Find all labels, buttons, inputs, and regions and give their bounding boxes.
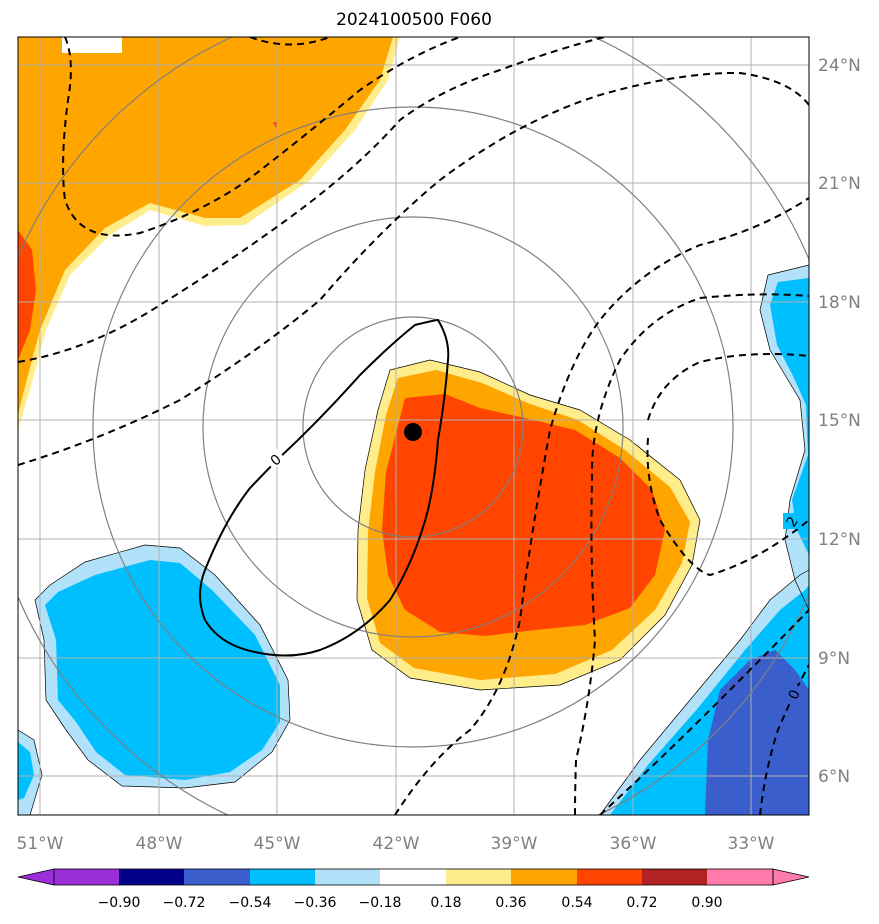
colorbar-swatch (315, 869, 380, 885)
colorbar: −0.90 −0.72 −0.54 −0.36 −0.18 0.18 0.36 … (17, 868, 810, 911)
colorbar-swatch (54, 869, 119, 885)
colorbar-tick: −0.36 (294, 895, 337, 911)
lon-label: 36°W (610, 834, 657, 854)
colorbar-tick: 0.90 (691, 895, 722, 911)
dashed-contours (18, 37, 809, 815)
colorbar-tick: 0.18 (430, 895, 461, 911)
colorbar-swatch (119, 869, 184, 885)
colorbar-extend-low (17, 868, 55, 886)
map-frame (17, 36, 810, 816)
outline-contours (18, 264, 809, 815)
colorbar-swatch (380, 869, 446, 885)
lat-label: 12°N (818, 530, 861, 550)
colorbar-tick: −0.54 (229, 895, 272, 911)
colorbar-tick: −0.18 (359, 895, 402, 911)
colorbar-swatch (184, 869, 250, 885)
lon-label: 51°W (17, 834, 64, 854)
longitude-labels: 51°W 48°W 45°W 42°W 39°W 36°W 33°W (17, 834, 775, 854)
range-rings (18, 37, 809, 815)
colorbar-swatch (707, 869, 773, 885)
colorbar-swatch (250, 869, 315, 885)
lat-label: 6°N (818, 767, 850, 787)
colorbar-tick: 0.54 (561, 895, 592, 911)
storm-center-marker (404, 423, 422, 441)
colorbar-extend-high (772, 868, 810, 886)
latitude-labels: 24°N 21°N 18°N 15°N 12°N 9°N 6°N (818, 56, 861, 787)
map-plot-area: 0 2 0 (18, 37, 809, 815)
map-title: 2024100500 F060 (336, 10, 492, 30)
lat-label: 21°N (818, 174, 861, 194)
graticule (18, 37, 809, 815)
colorbar-tick: −0.72 (163, 895, 206, 911)
zero-contour (199, 318, 450, 657)
colorbar-swatch (511, 869, 577, 885)
colorbar-swatch (446, 869, 511, 885)
colorbar-tick-labels: −0.90 −0.72 −0.54 −0.36 −0.18 0.18 0.36 … (98, 895, 723, 911)
lon-label: 48°W (136, 834, 183, 854)
lon-label: 39°W (491, 834, 538, 854)
lon-label: 42°W (373, 834, 420, 854)
lat-label: 24°N (818, 56, 861, 76)
colorbar-tick: −0.90 (98, 895, 141, 911)
lat-label: 18°N (818, 293, 861, 313)
colorbar-swatch (577, 869, 642, 885)
colorbar-tick: 0.72 (626, 895, 657, 911)
lon-label: 45°W (254, 834, 301, 854)
colorbar-swatches (54, 869, 773, 885)
lat-label: 9°N (818, 649, 850, 669)
colorbar-swatch (642, 869, 707, 885)
lon-label: 33°W (728, 834, 775, 854)
lat-label: 15°N (818, 411, 861, 431)
contour-labels: 0 2 0 (264, 448, 804, 702)
colorbar-tick: 0.36 (495, 895, 526, 911)
